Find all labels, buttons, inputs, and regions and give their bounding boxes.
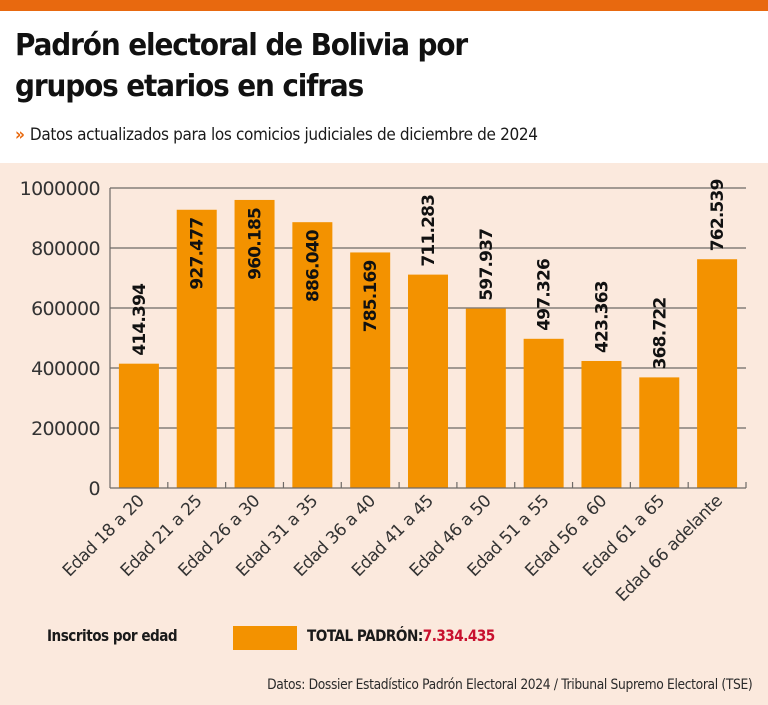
bar: [697, 259, 738, 488]
bar: [581, 360, 622, 488]
total-padron: TOTAL PADRÓN:7.334.435: [307, 626, 495, 645]
legend-series-label: Inscritos por edad: [47, 626, 178, 645]
data-label: 368.722: [650, 298, 670, 370]
bar: [234, 199, 275, 488]
data-label: 597.937: [477, 229, 497, 301]
title-line-2: grupos etarios en cifras: [15, 69, 364, 104]
y-tick-label: 0: [89, 478, 101, 500]
data-label: 886.040: [303, 229, 323, 302]
y-tick-label: 200000: [31, 418, 100, 440]
y-tick-label: 600000: [31, 298, 100, 320]
page-title: Padrón electoral de Bolivia por grupos e…: [15, 25, 703, 107]
data-label: 497.326: [535, 259, 555, 331]
legend-swatch: [233, 626, 297, 650]
bars: [118, 199, 738, 489]
bar: [523, 338, 564, 488]
axes: [109, 188, 747, 489]
data-labels: 414.394 927.477 960.185 886.040 785.169 711.2…: [130, 179, 728, 369]
data-label: 785.169: [361, 260, 381, 332]
source-note: Datos: Dossier Estadístico Padrón Electo…: [266, 677, 753, 693]
data-label: 960.185: [246, 208, 266, 280]
bar: [292, 222, 333, 489]
y-axis-tick-labels: 0 200000 400000 600000 800000 1000000: [20, 178, 101, 500]
subtitle: » Datos actualizados para los comicios ju…: [15, 124, 538, 146]
title-line-1: Padrón electoral de Bolivia por: [15, 28, 468, 63]
data-label: 423.363: [592, 281, 612, 353]
double-chevron-right-icon: »: [15, 125, 25, 145]
bar: [465, 308, 506, 488]
y-tick-label: 800000: [31, 238, 100, 260]
total-value: 7.334.435: [422, 626, 495, 645]
y-tick-label: 400000: [31, 358, 100, 380]
total-label: TOTAL PADRÓN:: [307, 626, 423, 645]
y-tick-label: 1000000: [20, 178, 100, 200]
data-label: 927.477: [188, 218, 208, 290]
data-label: 414.394: [130, 283, 150, 356]
x-tick-label: Edad 66 adelante: [612, 491, 727, 606]
bar: [408, 274, 448, 488]
bar: [350, 252, 391, 488]
data-label: 711.283: [419, 195, 439, 267]
bar: [118, 363, 159, 488]
bar: [176, 209, 217, 488]
top-accent-bar: [0, 0, 768, 11]
bar: [639, 377, 680, 488]
subtitle-text: Datos actualizados para los comicios jud…: [29, 125, 538, 145]
data-label: 762.539: [708, 179, 728, 251]
